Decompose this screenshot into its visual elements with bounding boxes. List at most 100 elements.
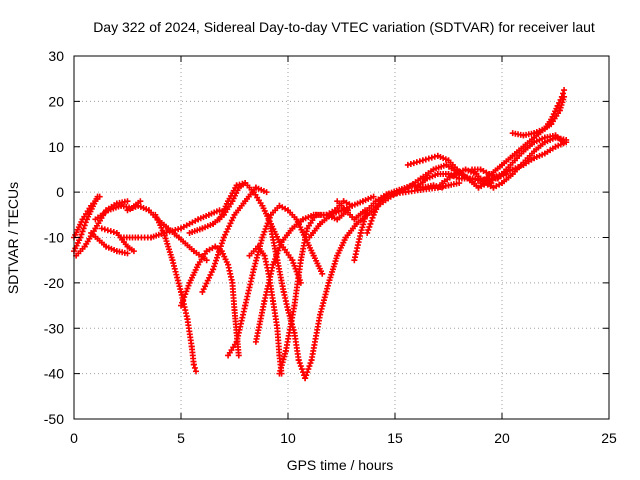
data-point xyxy=(278,362,285,369)
data-point xyxy=(130,248,137,255)
y-tick-label: 30 xyxy=(48,48,64,64)
data-point xyxy=(291,262,298,269)
data-point xyxy=(278,364,285,371)
data-point xyxy=(183,288,190,295)
data-point xyxy=(271,258,278,265)
data-point xyxy=(266,214,273,221)
data-point xyxy=(282,350,289,357)
data-point xyxy=(419,157,426,164)
y-tick-label: -50 xyxy=(44,411,64,427)
data-point xyxy=(213,254,220,261)
data-point xyxy=(367,220,374,227)
data-point xyxy=(416,158,423,165)
data-point xyxy=(425,155,432,162)
data-point xyxy=(289,257,296,264)
data-point xyxy=(137,198,144,205)
data-point xyxy=(362,212,369,219)
data-point xyxy=(307,360,314,367)
data-point xyxy=(368,217,375,224)
data-point xyxy=(235,352,242,359)
data-point xyxy=(124,250,131,257)
series-track-7 xyxy=(118,207,223,241)
y-tick-label: 10 xyxy=(48,139,64,155)
data-point xyxy=(287,315,294,322)
data-point xyxy=(270,261,277,268)
series-track-22 xyxy=(364,180,463,236)
data-point xyxy=(319,270,326,277)
data-point xyxy=(191,364,198,371)
data-point xyxy=(358,227,365,234)
data-point xyxy=(261,228,268,235)
data-point xyxy=(410,160,417,167)
data-point xyxy=(104,227,111,234)
data-point xyxy=(262,225,269,232)
series-track-10 xyxy=(178,243,242,359)
data-point xyxy=(96,193,103,200)
data-point xyxy=(203,257,210,264)
data-point xyxy=(263,223,270,230)
series-track-17 xyxy=(276,207,351,377)
data-point xyxy=(78,231,85,238)
data-point xyxy=(404,161,411,168)
data-point xyxy=(289,321,296,328)
data-point xyxy=(290,260,297,267)
data-point xyxy=(359,224,366,231)
data-point xyxy=(561,93,568,100)
data-point xyxy=(215,248,222,255)
data-point xyxy=(80,225,87,232)
data-point xyxy=(180,296,187,303)
data-point xyxy=(216,246,223,253)
x-tick-label: 10 xyxy=(280,430,296,446)
y-tick-label: -20 xyxy=(44,275,64,291)
series-track-26 xyxy=(439,134,570,191)
data-point xyxy=(214,251,221,258)
series-track-4 xyxy=(88,229,131,257)
data-point xyxy=(81,222,88,229)
data-point xyxy=(184,285,191,292)
x-tick-label: 0 xyxy=(70,430,78,446)
data-point xyxy=(79,228,86,235)
data-point xyxy=(286,312,293,319)
data-point xyxy=(369,214,376,221)
data-point xyxy=(413,159,420,166)
data-point xyxy=(277,241,284,248)
data-point xyxy=(98,225,105,232)
x-tick-label: 25 xyxy=(601,430,617,446)
data-point xyxy=(107,228,114,235)
data-point xyxy=(357,229,364,236)
series-track-29 xyxy=(509,93,568,139)
data-point xyxy=(305,366,312,373)
data-point xyxy=(212,260,219,267)
x-tick-label: 20 xyxy=(494,430,510,446)
data-points xyxy=(71,87,570,382)
data-point xyxy=(219,237,226,244)
data-point xyxy=(264,220,271,227)
data-point xyxy=(365,226,372,233)
x-tick-label: 5 xyxy=(177,430,185,446)
data-point xyxy=(296,360,303,367)
series-track-21 xyxy=(351,182,446,264)
series-track-5 xyxy=(98,225,137,255)
data-point xyxy=(260,231,267,238)
data-point xyxy=(285,309,292,316)
data-point xyxy=(110,229,117,236)
data-point xyxy=(289,324,296,331)
x-axis-label: GPS time / hours xyxy=(287,457,394,473)
data-point xyxy=(213,257,220,264)
chart-title: Day 322 of 2024, Sidereal Day-to-day VTE… xyxy=(93,19,595,35)
data-point xyxy=(407,160,414,167)
y-tick-label: 0 xyxy=(56,184,64,200)
y-tick-label: -30 xyxy=(44,320,64,336)
data-point xyxy=(363,210,370,217)
data-point xyxy=(181,294,188,301)
data-point xyxy=(182,291,189,298)
data-point xyxy=(297,363,304,370)
data-point xyxy=(370,193,377,200)
data-point xyxy=(288,318,295,325)
data-point xyxy=(366,223,373,230)
y-tick-label: 20 xyxy=(48,93,64,109)
axis-ticks xyxy=(73,55,610,420)
data-point xyxy=(216,207,223,214)
data-point xyxy=(279,359,286,366)
data-point xyxy=(360,218,367,225)
